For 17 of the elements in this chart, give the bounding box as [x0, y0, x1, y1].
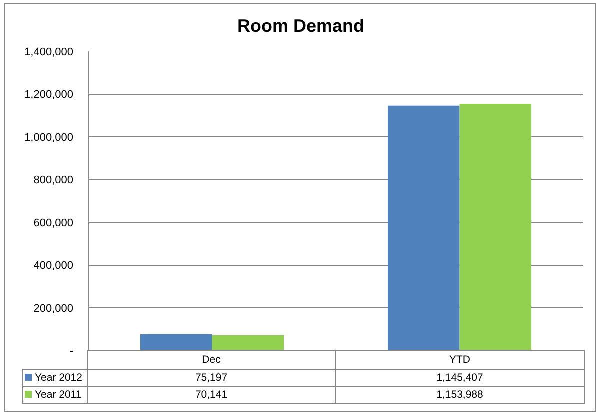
x-tick-label: Dec	[88, 350, 336, 370]
y-tick-label: 600,000	[34, 217, 74, 230]
legend-label: Year 2012	[22, 370, 88, 386]
data-label: 70,141	[88, 386, 336, 404]
y-tick-label: -	[70, 346, 74, 358]
y-tick-label: 1,200,000	[24, 89, 74, 102]
chart-title: Room Demand	[236, 15, 366, 38]
x-tick-label: YTD	[336, 350, 584, 370]
y-tick-label: 200,000	[34, 302, 74, 315]
y-tick-label: 800,000	[34, 174, 74, 187]
y-tick-label: 1,000,000	[24, 132, 74, 144]
data-label: 1,153,988	[336, 386, 584, 404]
y-tick-label: 400,000	[34, 260, 74, 272]
data-label: 75,197	[88, 370, 336, 386]
y-tick-label: 1,400,000	[24, 46, 74, 58]
data-label: 1,145,407	[336, 370, 584, 386]
legend-label: Year 2011	[22, 386, 88, 404]
